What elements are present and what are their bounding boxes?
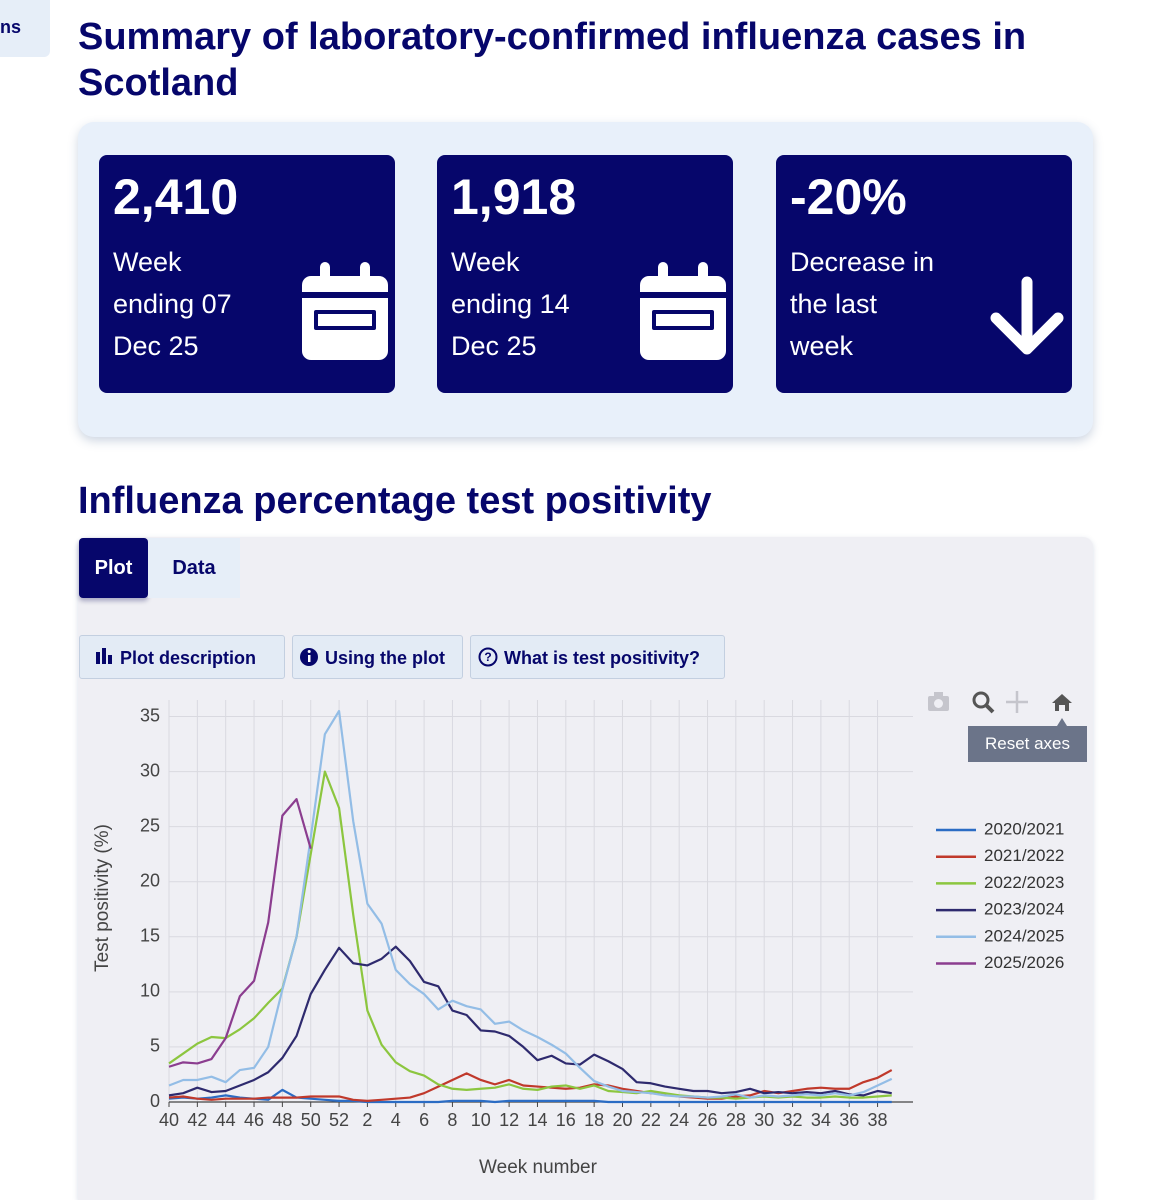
card: -20% Decrease in the last week	[776, 155, 1072, 393]
card: 2,410 Week ending 07 Dec 25	[99, 155, 395, 393]
card-label: week	[790, 331, 854, 361]
tab[interactable]: Data	[148, 538, 240, 598]
nav-button[interactable]: ns	[0, 0, 50, 57]
card-label: ending 07	[113, 289, 232, 319]
card-label: Dec 25	[451, 331, 537, 361]
card-label: ending 14	[451, 289, 570, 319]
page-title: Summary of laboratory-confirmed influenz…	[78, 16, 1027, 104]
card-value: 2,410	[113, 169, 239, 225]
card-label: Week	[451, 247, 520, 277]
tab[interactable]: Plot	[79, 538, 148, 598]
tooltip: Reset axes	[968, 726, 1087, 762]
card-label: Dec 25	[113, 331, 199, 361]
section-title: Influenza percentage test positivity	[78, 480, 712, 522]
button[interactable]: Plot description	[79, 635, 285, 679]
card-label: the last	[790, 289, 878, 319]
card-label: Decrease in	[790, 247, 935, 277]
card-value: -20%	[790, 169, 907, 225]
button[interactable]: Using the plot	[292, 635, 463, 679]
button[interactable]: What is test positivity?	[470, 635, 725, 679]
card: 1,918 Week ending 14 Dec 25	[437, 155, 733, 393]
card-value: 1,918	[451, 169, 577, 225]
card-label: Week	[113, 247, 182, 277]
